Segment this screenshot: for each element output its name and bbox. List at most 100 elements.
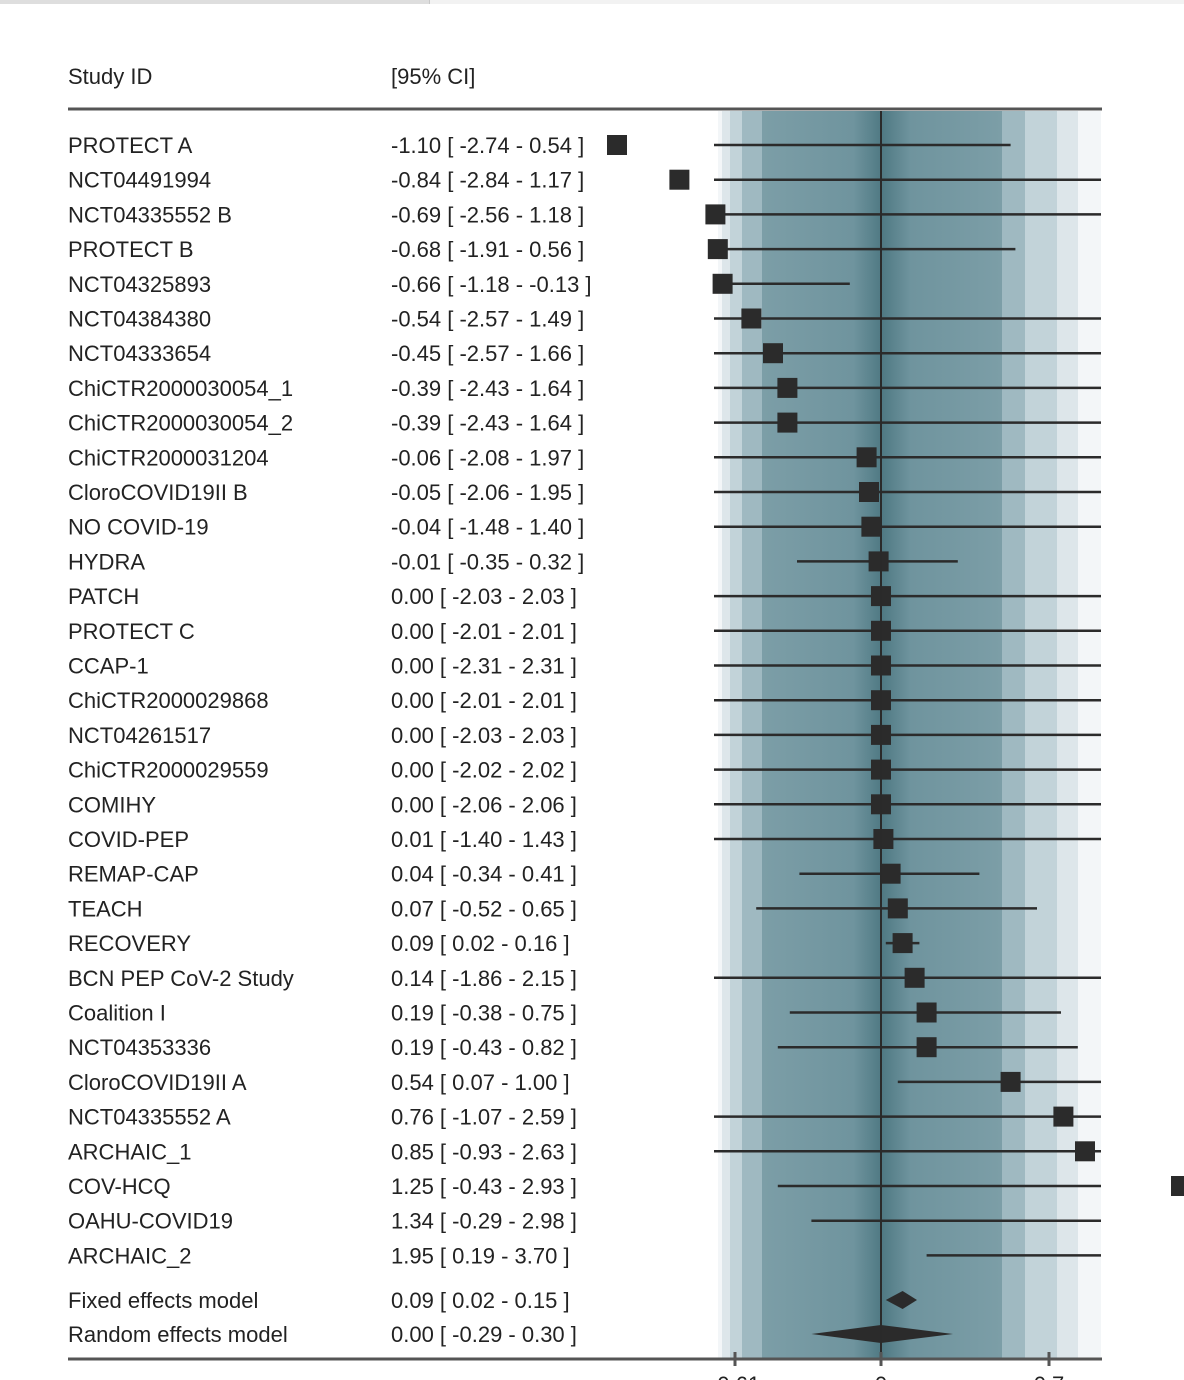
study-name: Coalition I bbox=[68, 1001, 166, 1026]
study-ci-label: -0.04 [ -1.48 - 1.40 ] bbox=[391, 515, 584, 540]
study-row: NCT04261517 0.00 [ -2.03 - 2.03 ] bbox=[68, 723, 1101, 748]
study-estimate-marker bbox=[916, 1037, 937, 1058]
study-name: NCT04384380 bbox=[68, 307, 211, 332]
study-row: ARCHAIC_1 0.85 [ -0.93 - 2.63 ] bbox=[68, 1139, 1101, 1164]
summary-name: Fixed effects model bbox=[68, 1288, 258, 1313]
study-row: PROTECT B -0.68 [ -1.91 - 0.56 ] bbox=[68, 237, 1016, 262]
study-estimate-marker bbox=[1171, 1176, 1184, 1196]
study-row: Coalition I 0.19 [ -0.38 - 0.75 ] bbox=[68, 1001, 1061, 1026]
x-tick-label: -0.61 bbox=[710, 1372, 760, 1380]
study-name: ARCHAIC_1 bbox=[68, 1139, 191, 1164]
study-row: ChiCTR2000029868 0.00 [ -2.01 - 2.01 ] bbox=[68, 688, 1101, 713]
study-name: HYDRA bbox=[68, 549, 145, 574]
summary-row: Fixed effects model 0.09 [ 0.02 - 0.15 ] bbox=[68, 1288, 917, 1313]
study-name: PROTECT A bbox=[68, 133, 193, 158]
study-estimate-marker bbox=[859, 482, 879, 502]
study-name: NCT04261517 bbox=[68, 723, 211, 748]
study-estimate-marker bbox=[712, 273, 733, 294]
study-name: ChiCTR2000031204 bbox=[68, 445, 269, 470]
study-name: CloroCOVID19II A bbox=[68, 1070, 247, 1095]
study-row: ChiCTR2000030054_1 -0.39 [ -2.43 - 1.64 ] bbox=[68, 376, 1101, 401]
window-top-bar bbox=[0, 0, 1184, 4]
study-ci-label: 0.09 [ 0.02 - 0.16 ] bbox=[391, 931, 570, 956]
study-ci-label: 0.01 [ -1.40 - 1.43 ] bbox=[391, 827, 577, 852]
study-ci-label: -1.10 [ -2.74 - 0.54 ] bbox=[391, 133, 584, 158]
study-row: OAHU-COVID19 1.34 [ -0.29 - 2.98 ] bbox=[68, 1209, 1101, 1234]
study-name: COVID-PEP bbox=[68, 827, 189, 852]
study-row: NCT04325893 -0.66 [ -1.18 - -0.13 ] bbox=[68, 272, 850, 297]
study-row: ARCHAIC_2 1.95 [ 0.19 - 3.70 ] bbox=[68, 1243, 1101, 1268]
study-ci-label: 0.07 [ -0.52 - 0.65 ] bbox=[391, 896, 577, 921]
study-estimate-marker bbox=[916, 1002, 937, 1023]
study-row: COMIHY 0.00 [ -2.06 - 2.06 ] bbox=[68, 792, 1101, 817]
study-estimate-marker bbox=[892, 933, 913, 954]
study-ci-label: -0.45 [ -2.57 - 1.66 ] bbox=[391, 341, 584, 366]
study-ci-label: 0.19 [ -0.38 - 0.75 ] bbox=[391, 1001, 577, 1026]
study-name: COV-HCQ bbox=[68, 1174, 171, 1199]
study-ci-label: -0.01 [ -0.35 - 0.32 ] bbox=[391, 549, 584, 574]
tab-strip bbox=[0, 0, 430, 4]
study-row: CloroCOVID19II B -0.05 [ -2.06 - 1.95 ] bbox=[68, 480, 1101, 505]
study-name: NCT04335552 A bbox=[68, 1105, 231, 1130]
study-name: COMIHY bbox=[68, 792, 156, 817]
study-row: NO COVID-19 -0.04 [ -1.48 - 1.40 ] bbox=[68, 515, 1101, 540]
study-name: BCN PEP CoV-2 Study bbox=[68, 966, 294, 991]
study-name: NCT04335552 B bbox=[68, 202, 232, 227]
study-estimate-marker bbox=[904, 967, 925, 988]
study-ci-label: 0.00 [ -2.02 - 2.02 ] bbox=[391, 758, 577, 783]
study-row: HYDRA -0.01 [ -0.35 - 0.32 ] bbox=[68, 549, 958, 574]
study-name: NCT04491994 bbox=[68, 168, 211, 193]
study-estimate-marker bbox=[741, 308, 762, 329]
x-tick-label: 0 bbox=[875, 1372, 887, 1380]
study-name: TEACH bbox=[68, 896, 143, 921]
study-estimate-marker bbox=[873, 829, 894, 849]
study-ci-label: 1.34 [ -0.29 - 2.98 ] bbox=[391, 1209, 577, 1234]
study-ci-label: -0.06 [ -2.08 - 1.97 ] bbox=[391, 445, 584, 470]
x-axis: -0.61 0 0.7 bbox=[710, 1352, 1064, 1380]
study-row: PROTECT A -1.10 [ -2.74 - 0.54 ] bbox=[68, 133, 1011, 158]
study-row: COVID-PEP 0.01 [ -1.40 - 1.43 ] bbox=[68, 827, 1101, 852]
study-name: REMAP-CAP bbox=[68, 862, 199, 887]
study-row: ChiCTR2000029559 0.00 [ -2.02 - 2.02 ] bbox=[68, 758, 1101, 783]
study-row: PROTECT C 0.00 [ -2.01 - 2.01 ] bbox=[68, 619, 1101, 644]
study-row: CCAP-1 0.00 [ -2.31 - 2.31 ] bbox=[68, 654, 1101, 679]
study-name: PATCH bbox=[68, 584, 139, 609]
study-ci-label: 0.54 [ 0.07 - 1.00 ] bbox=[391, 1070, 570, 1095]
study-ci-label: -0.39 [ -2.43 - 1.64 ] bbox=[391, 411, 584, 436]
study-rows: PROTECT A -1.10 [ -2.74 - 0.54 ] NCT044919… bbox=[68, 133, 1184, 1268]
study-estimate-marker bbox=[856, 447, 877, 468]
study-name: CloroCOVID19II B bbox=[68, 480, 248, 505]
study-row: REMAP-CAP 0.04 [ -0.34 - 0.41 ] bbox=[68, 862, 980, 887]
study-ci-label: 0.76 [ -1.07 - 2.59 ] bbox=[391, 1105, 577, 1130]
study-row: NCT04353336 0.19 [ -0.43 - 0.82 ] bbox=[68, 1035, 1078, 1060]
study-name: ChiCTR2000030054_1 bbox=[68, 376, 293, 401]
study-row: TEACH 0.07 [ -0.52 - 0.65 ] bbox=[68, 896, 1037, 921]
study-ci-label: 0.85 [ -0.93 - 2.63 ] bbox=[391, 1139, 577, 1164]
study-ci-label: 0.00 [ -2.03 - 2.03 ] bbox=[391, 723, 577, 748]
study-name: ChiCTR2000029868 bbox=[68, 688, 269, 713]
study-id-header: Study ID bbox=[68, 64, 152, 89]
study-name: PROTECT B bbox=[68, 237, 194, 262]
study-row: BCN PEP CoV-2 Study 0.14 [ -1.86 - 2.15 ] bbox=[68, 966, 1101, 991]
study-estimate-marker bbox=[861, 516, 882, 537]
study-ci-label: -0.84 [ -2.84 - 1.17 ] bbox=[391, 168, 584, 193]
tab-divider bbox=[429, 0, 430, 4]
study-estimate-marker bbox=[1075, 1141, 1095, 1162]
study-ci-label: 0.14 [ -1.86 - 2.15 ] bbox=[391, 966, 577, 991]
study-estimate-marker bbox=[868, 551, 889, 572]
study-estimate-marker bbox=[777, 377, 798, 398]
study-ci-label: 0.00 [ -2.03 - 2.03 ] bbox=[391, 584, 577, 609]
study-ci-label: 0.19 [ -0.43 - 0.82 ] bbox=[391, 1035, 577, 1060]
study-estimate-marker bbox=[777, 412, 798, 433]
study-estimate-marker bbox=[880, 863, 901, 884]
study-row: ChiCTR2000031204 -0.06 [ -2.08 - 1.97 ] bbox=[68, 445, 1101, 470]
study-name: NCT04353336 bbox=[68, 1035, 211, 1060]
study-name: PROTECT C bbox=[68, 619, 195, 644]
study-row: NCT04333654 -0.45 [ -2.57 - 1.66 ] bbox=[68, 341, 1101, 366]
summary-diamond bbox=[811, 1325, 953, 1343]
study-name: OAHU-COVID19 bbox=[68, 1209, 233, 1234]
study-ci-label: -0.39 [ -2.43 - 1.64 ] bbox=[391, 376, 584, 401]
x-tick-label: 0.7 bbox=[1034, 1372, 1065, 1380]
study-ci-label: 1.95 [ 0.19 - 3.70 ] bbox=[391, 1243, 570, 1268]
study-ci-label: 1.25 [ -0.43 - 2.93 ] bbox=[391, 1174, 577, 1199]
